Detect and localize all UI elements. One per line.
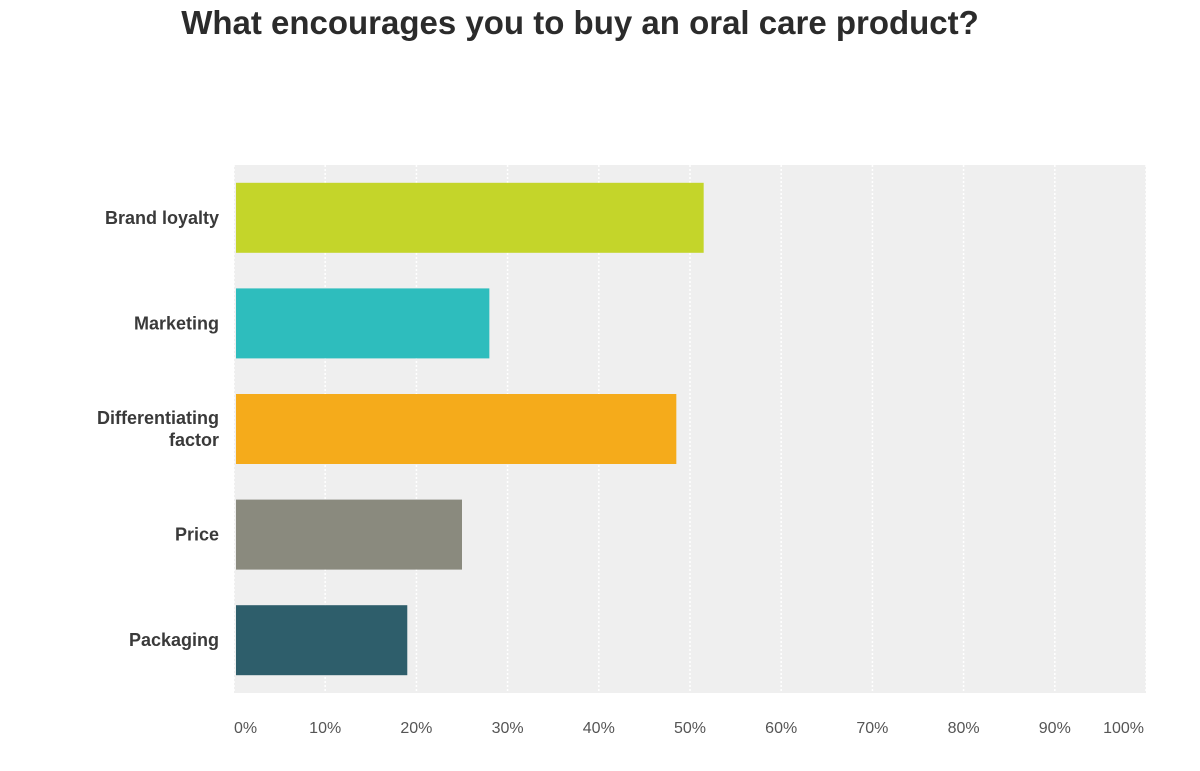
bar-0 <box>236 182 704 253</box>
bar-2 <box>236 394 677 464</box>
x-tick-label: 10% <box>309 720 341 737</box>
x-tick-label: 80% <box>948 720 980 737</box>
category-label: Differentiating factor <box>97 408 219 450</box>
category-label: Price <box>175 525 219 545</box>
x-tick-label: 90% <box>1039 720 1071 737</box>
x-tick-label: 50% <box>674 720 706 737</box>
category-label: Brand loyalty <box>105 208 219 228</box>
category-label: Packaging <box>129 630 219 650</box>
x-tick-label: 60% <box>765 720 797 737</box>
x-tick-label: 40% <box>583 720 615 737</box>
bar-1 <box>236 288 490 359</box>
bar-3 <box>236 499 462 570</box>
category-label: Marketing <box>134 313 219 333</box>
x-tick-label: 0% <box>234 720 257 737</box>
chart-title: What encourages you to buy an oral care … <box>181 4 979 41</box>
x-tick-label: 100% <box>1103 720 1144 737</box>
x-tick-label: 30% <box>492 720 524 737</box>
x-tick-label: 20% <box>400 720 432 737</box>
x-tick-label: 70% <box>856 720 888 737</box>
bar-4 <box>236 605 408 676</box>
